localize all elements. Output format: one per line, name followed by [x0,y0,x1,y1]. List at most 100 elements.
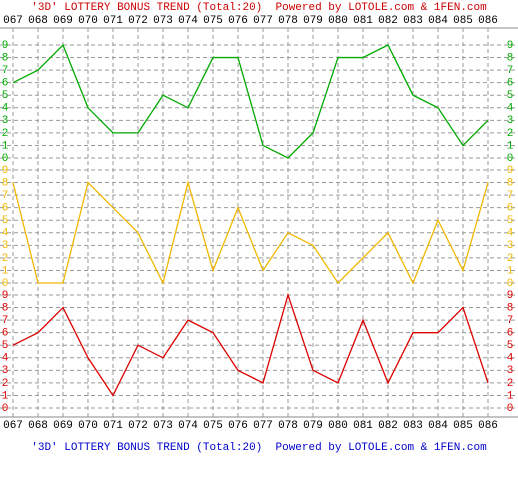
x-tick-label-top: 079 [303,15,323,27]
x-tick-label-bottom: 069 [53,420,73,432]
y-tick-label-right: 8 [507,302,514,314]
y-tick-label-left: 8 [2,52,9,64]
x-tick-label-top: 072 [128,15,148,27]
y-tick-label-right: 8 [507,52,514,64]
y-tick-label-right: 7 [507,315,514,327]
y-tick-label-left: 5 [2,90,9,102]
x-tick-label-top: 074 [178,15,198,27]
y-tick-label-left: 0 [2,278,9,290]
x-tick-label-top: 086 [478,15,498,27]
y-tick-label-right: 7 [507,65,514,77]
y-tick-label-left: 6 [2,78,9,90]
y-tick-label-right: 1 [507,390,514,402]
x-tick-label-bottom: 077 [253,420,273,432]
y-tick-label-right: 4 [507,103,514,115]
x-tick-label-bottom: 086 [478,420,498,432]
y-tick-label-left: 0 [2,403,9,415]
y-tick-label-right: 3 [507,365,514,377]
x-tick-label-bottom: 068 [28,420,48,432]
y-tick-label-right: 5 [507,90,514,102]
x-tick-label-bottom: 082 [378,420,398,432]
y-tick-label-right: 8 [507,177,514,189]
y-tick-label-right: 2 [507,128,514,140]
y-tick-label-right: 9 [507,165,514,177]
y-tick-label-left: 4 [2,353,9,365]
x-tick-label-top: 071 [103,15,123,27]
y-tick-label-left: 3 [2,240,9,252]
x-tick-label-bottom: 080 [328,420,348,432]
x-tick-label-top: 075 [203,15,223,27]
x-tick-label-top: 067 [3,15,23,27]
x-tick-label-bottom: 071 [103,420,123,432]
trend-line [12,180,489,285]
y-tick-label-left: 1 [2,140,9,152]
y-tick-label-left: 6 [2,203,9,215]
y-tick-label-left: 1 [2,390,9,402]
x-tick-label-top: 080 [328,15,348,27]
y-tick-label-right: 2 [507,378,514,390]
y-tick-label-left: 3 [2,365,9,377]
y-tick-label-left: 9 [2,165,9,177]
y-tick-label-right: 2 [507,253,514,265]
x-tick-label-top: 076 [228,15,248,27]
y-tick-label-left: 2 [2,378,9,390]
x-tick-label-bottom: 079 [303,420,323,432]
y-tick-label-right: 6 [507,78,514,90]
trend-line [12,43,489,159]
y-tick-label-left: 4 [2,103,9,115]
y-tick-label-right: 3 [507,115,514,127]
y-tick-label-right: 9 [507,40,514,52]
x-tick-label-top: 083 [403,15,423,27]
x-tick-label-bottom: 081 [353,420,373,432]
y-tick-label-right: 4 [507,353,514,365]
y-tick-label-left: 4 [2,228,9,240]
x-tick-label-bottom: 073 [153,420,173,432]
y-tick-label-right: 4 [507,228,514,240]
y-tick-label-left: 2 [2,128,9,140]
x-tick-label-bottom: 070 [78,420,98,432]
y-tick-label-left: 7 [2,190,9,202]
x-tick-label-top: 077 [253,15,273,27]
chart-title: '3D' LOTTERY BONUS TREND (Total:20) Powe… [31,2,487,14]
y-tick-label-left: 8 [2,177,9,189]
y-tick-label-left: 1 [2,265,9,277]
y-tick-label-left: 9 [2,40,9,52]
x-tick-label-bottom: 072 [128,420,148,432]
y-tick-label-right: 5 [507,215,514,227]
x-tick-label-top: 069 [53,15,73,27]
x-tick-label-bottom: 078 [278,420,298,432]
y-tick-label-right: 0 [507,153,514,165]
y-tick-label-right: 1 [507,140,514,152]
y-tick-label-left: 3 [2,115,9,127]
x-tick-label-top: 070 [78,15,98,27]
y-tick-label-left: 9 [2,290,9,302]
y-tick-label-right: 0 [507,403,514,415]
x-tick-label-bottom: 067 [3,420,23,432]
y-tick-label-left: 7 [2,65,9,77]
x-tick-label-top: 085 [453,15,473,27]
x-tick-label-top: 082 [378,15,398,27]
x-tick-label-bottom: 075 [203,420,223,432]
x-tick-label-bottom: 085 [453,420,473,432]
x-tick-label-top: 068 [28,15,48,27]
trend-line [12,292,489,397]
x-tick-label-bottom: 083 [403,420,423,432]
y-tick-label-right: 6 [507,203,514,215]
x-tick-label-top: 078 [278,15,298,27]
y-tick-label-right: 9 [507,290,514,302]
y-tick-label-right: 3 [507,240,514,252]
y-tick-label-left: 6 [2,328,9,340]
y-tick-label-right: 1 [507,265,514,277]
x-tick-label-bottom: 076 [228,420,248,432]
y-tick-label-left: 5 [2,215,9,227]
x-tick-label-bottom: 074 [178,420,198,432]
y-tick-label-left: 0 [2,153,9,165]
y-tick-label-left: 7 [2,315,9,327]
x-tick-label-top: 084 [428,15,448,27]
x-tick-label-top: 073 [153,15,173,27]
y-tick-label-left: 2 [2,253,9,265]
chart-footer-title: '3D' LOTTERY BONUS TREND (Total:20) Powe… [31,442,487,454]
y-tick-label-right: 5 [507,340,514,352]
y-tick-label-left: 8 [2,302,9,314]
